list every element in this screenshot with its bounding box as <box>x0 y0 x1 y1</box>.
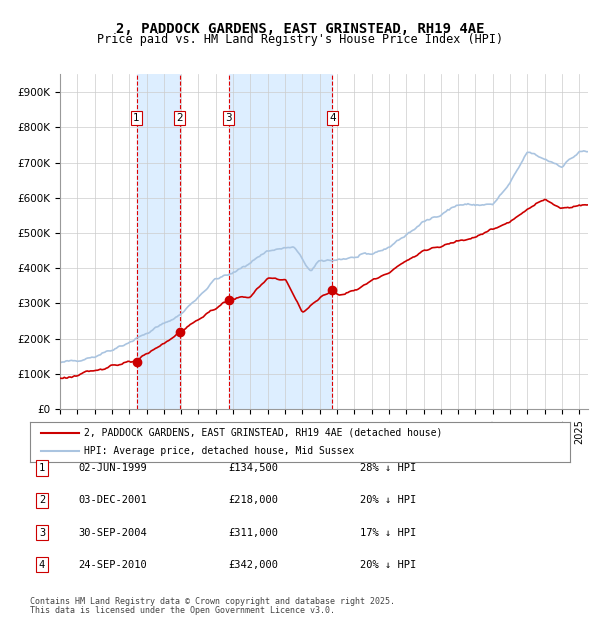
Text: 2: 2 <box>176 113 183 123</box>
Text: 3: 3 <box>39 528 45 538</box>
Text: HPI: Average price, detached house, Mid Sussex: HPI: Average price, detached house, Mid … <box>84 446 354 456</box>
Text: 4: 4 <box>39 560 45 570</box>
Text: 17% ↓ HPI: 17% ↓ HPI <box>360 528 416 538</box>
Text: This data is licensed under the Open Government Licence v3.0.: This data is licensed under the Open Gov… <box>30 606 335 615</box>
Text: 03-DEC-2001: 03-DEC-2001 <box>78 495 147 505</box>
Text: 20% ↓ HPI: 20% ↓ HPI <box>360 495 416 505</box>
Text: £311,000: £311,000 <box>228 528 278 538</box>
Text: Price paid vs. HM Land Registry's House Price Index (HPI): Price paid vs. HM Land Registry's House … <box>97 33 503 46</box>
Text: 3: 3 <box>226 113 232 123</box>
Bar <box>137 74 180 409</box>
Text: 1: 1 <box>133 113 140 123</box>
Text: 24-SEP-2010: 24-SEP-2010 <box>78 560 147 570</box>
Text: £218,000: £218,000 <box>228 495 278 505</box>
Text: 28% ↓ HPI: 28% ↓ HPI <box>360 463 416 473</box>
Text: 1: 1 <box>39 463 45 473</box>
Text: 2: 2 <box>39 495 45 505</box>
Text: £134,500: £134,500 <box>228 463 278 473</box>
Text: 2, PADDOCK GARDENS, EAST GRINSTEAD, RH19 4AE (detached house): 2, PADDOCK GARDENS, EAST GRINSTEAD, RH19… <box>84 428 442 438</box>
Text: £342,000: £342,000 <box>228 560 278 570</box>
Text: 30-SEP-2004: 30-SEP-2004 <box>78 528 147 538</box>
Bar <box>229 74 332 409</box>
Text: 02-JUN-1999: 02-JUN-1999 <box>78 463 147 473</box>
Text: 2, PADDOCK GARDENS, EAST GRINSTEAD, RH19 4AE: 2, PADDOCK GARDENS, EAST GRINSTEAD, RH19… <box>116 22 484 36</box>
Text: Contains HM Land Registry data © Crown copyright and database right 2025.: Contains HM Land Registry data © Crown c… <box>30 597 395 606</box>
Text: 4: 4 <box>329 113 335 123</box>
Text: 20% ↓ HPI: 20% ↓ HPI <box>360 560 416 570</box>
